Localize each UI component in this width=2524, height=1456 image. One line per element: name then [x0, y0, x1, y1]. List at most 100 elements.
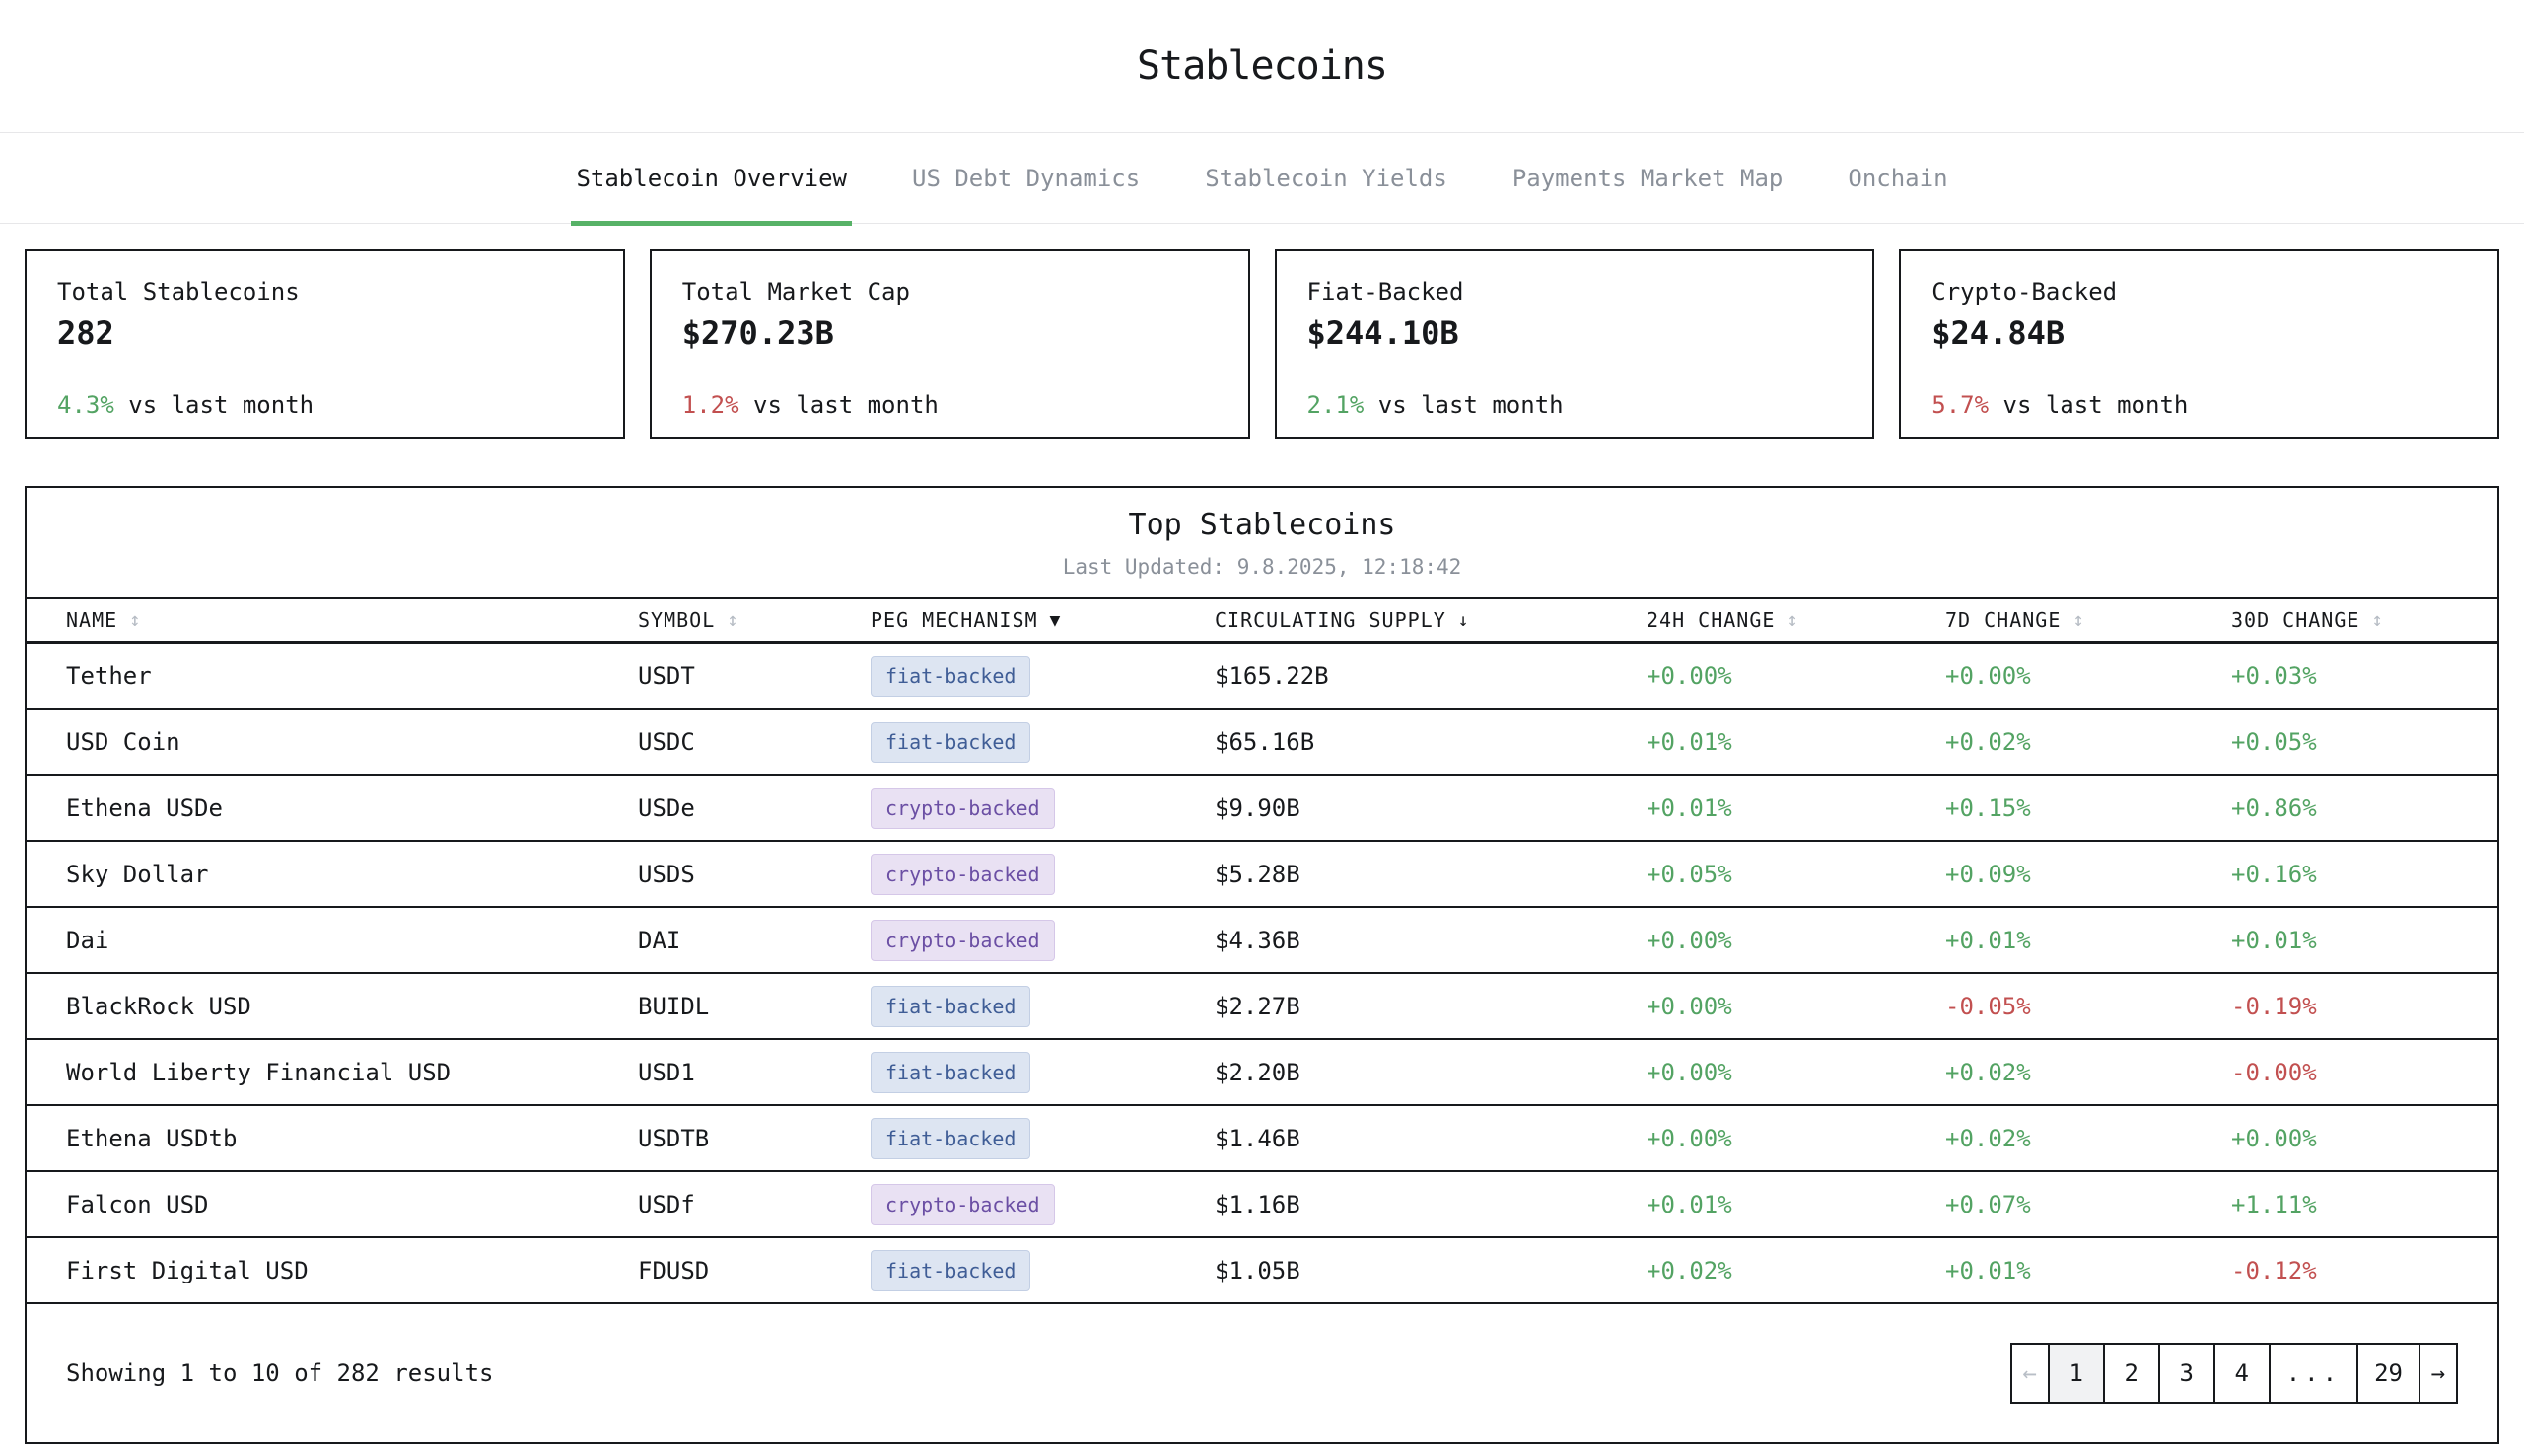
cell-30d-change: +0.01% [2231, 926, 2317, 954]
table-row: Tether USDT fiat-backed $165.22B +0.00% +0.00… [27, 644, 2497, 710]
column-label: 30D CHANGE [2231, 608, 2360, 632]
stat-change-percent: 1.2% [681, 391, 739, 419]
cell-30d-change: -0.19% [2231, 992, 2317, 1020]
cell-symbol: USDf [638, 1190, 695, 1218]
cell-name: USD Coin [66, 728, 180, 756]
cell-peg-mechanism: fiat-backed [871, 1117, 1215, 1159]
table-row: Ethena USDtb USDTB fiat-backed $1.46B +0.00%… [27, 1106, 2497, 1172]
cell-circulating-supply: $5.28B [1215, 860, 1300, 888]
cell-peg-mechanism: crypto-backed [871, 853, 1215, 895]
stat-card-total-stablecoins: Total Stablecoins 282 4.3% vs last month [25, 249, 625, 439]
stat-label: Fiat-Backed [1306, 278, 1464, 306]
page-button-3[interactable]: 3 [2157, 1343, 2215, 1404]
tab-label: US Debt Dynamics [912, 164, 1141, 192]
cell-24h-change: +0.01% [1647, 728, 1732, 756]
stat-cards: Total Stablecoins 282 4.3% vs last month To… [25, 249, 2499, 439]
table-header-row: NAME ↕ SYMBOL ↕ PEG MECHANISM ▼ CIRCULATING SU… [27, 597, 2497, 644]
page-button-29[interactable]: 29 [2356, 1343, 2420, 1404]
cell-circulating-supply: $1.05B [1215, 1256, 1300, 1284]
stat-label: Total Market Cap [681, 278, 910, 306]
column-label: PEG MECHANISM [871, 608, 1038, 632]
column-header-7d-change[interactable]: 7D CHANGE ↕ [1945, 608, 2231, 632]
cell-symbol: USDC [638, 728, 695, 756]
cell-7d-change: +0.00% [1945, 661, 2031, 690]
column-label: NAME [66, 608, 118, 632]
cell-7d-change: +0.02% [1945, 728, 2031, 756]
table-footer: Showing 1 to 10 of 282 results ← 1 2 3 4... 2… [27, 1304, 2497, 1442]
stat-change-percent: 4.3% [57, 391, 114, 419]
cell-7d-change: -0.05% [1945, 992, 2031, 1020]
page-button-4[interactable]: 4 [2212, 1343, 2271, 1404]
stat-card-total-market-cap: Total Market Cap $270.23B 1.2% vs last mon… [649, 249, 1250, 439]
cell-24h-change: +0.02% [1647, 1256, 1732, 1284]
stablecoins-table: Top Stablecoins Last Updated: 9.8.2025, … [25, 486, 2499, 1444]
stat-change: 2.1% vs last month [1307, 391, 1843, 419]
next-page-button[interactable]: → [2419, 1343, 2458, 1404]
peg-badge: fiat-backed [871, 655, 1031, 697]
stat-change-percent: 5.7% [1931, 391, 1990, 419]
cell-symbol: USDTB [638, 1124, 710, 1152]
cell-circulating-supply: $65.16B [1215, 728, 1315, 756]
tab-payments-market-map[interactable]: Payments Market Map [1480, 133, 1816, 223]
cell-peg-mechanism: crypto-backed [871, 1183, 1215, 1225]
tab-label: Stablecoin Overview [576, 164, 847, 192]
column-header-24h-change[interactable]: 24H CHANGE ↕ [1647, 608, 1945, 632]
column-header-symbol[interactable]: SYMBOL ↕ [638, 608, 871, 632]
peg-badge: crypto-backed [871, 919, 1055, 961]
stat-label: Total Stablecoins [57, 278, 300, 306]
sort-updown-icon: ↕ [1787, 609, 1799, 631]
stat-change: 1.2% vs last month [682, 391, 1218, 419]
stat-value: 282 [57, 314, 114, 352]
cell-24h-change: +0.00% [1647, 1058, 1732, 1086]
table-row: Ethena USDe USDe crypto-backed $9.90B +0.01%… [27, 776, 2497, 842]
peg-badge: fiat-backed [871, 1051, 1031, 1093]
cell-name: Tether [66, 661, 152, 690]
stat-card-crypto-backed: Crypto-Backed $24.84B 5.7% vs last month [1899, 249, 2499, 439]
stat-change-suffix: vs last month [113, 391, 315, 419]
page-button-1[interactable]: 1 [2047, 1343, 2105, 1404]
cell-24h-change: +0.05% [1647, 860, 1732, 888]
column-header-30d-change[interactable]: 30D CHANGE ↕ [2231, 608, 2497, 632]
cell-peg-mechanism: crypto-backed [871, 919, 1215, 961]
peg-badge: fiat-backed [871, 985, 1031, 1027]
peg-badge: fiat-backed [871, 721, 1031, 763]
cell-name: World Liberty Financial USD [66, 1058, 452, 1086]
tab-label: Stablecoin Yields [1205, 164, 1447, 192]
cell-7d-change: +0.07% [1945, 1190, 2031, 1218]
peg-badge: crypto-backed [871, 853, 1055, 895]
column-header-circulating-supply[interactable]: CIRCULATING SUPPLY ↓ [1215, 608, 1647, 632]
sort-desc-icon: ▼ [1049, 609, 1062, 631]
tab-stablecoin-overview[interactable]: Stablecoin Overview [543, 133, 879, 226]
cell-24h-change: +0.01% [1647, 1190, 1732, 1218]
cell-30d-change: -0.00% [2231, 1058, 2317, 1086]
cell-name: BlackRock USD [66, 992, 251, 1020]
cell-7d-change: +0.15% [1945, 794, 2031, 822]
table-body: Tether USDT fiat-backed $165.22B +0.00% +0.00… [27, 644, 2497, 1304]
page-ellipsis: ... [2268, 1343, 2359, 1404]
column-label: 7D CHANGE [1945, 608, 2062, 632]
tab-stablecoin-yields[interactable]: Stablecoin Yields [1172, 133, 1480, 223]
cell-24h-change: +0.00% [1647, 661, 1732, 690]
tab-label: Payments Market Map [1511, 164, 1784, 192]
cell-symbol: USDe [638, 794, 695, 822]
cell-name: Falcon USD [66, 1190, 209, 1218]
cell-peg-mechanism: fiat-backed [871, 1051, 1215, 1093]
cell-30d-change: +0.03% [2231, 661, 2317, 690]
cell-symbol: USDT [638, 661, 695, 690]
table-row: USD Coin USDC fiat-backed $65.16B +0.01% +0.0… [27, 710, 2497, 776]
cell-7d-change: +0.01% [1945, 926, 2031, 954]
cell-name: Dai [66, 926, 109, 954]
peg-badge: fiat-backed [871, 1117, 1031, 1159]
column-header-peg-mechanism[interactable]: PEG MECHANISM ▼ [871, 608, 1215, 632]
column-header-name[interactable]: NAME ↕ [66, 608, 638, 632]
cell-24h-change: +0.00% [1647, 926, 1732, 954]
cell-circulating-supply: $1.16B [1215, 1190, 1300, 1218]
cell-circulating-supply: $2.20B [1215, 1058, 1300, 1086]
tab-onchain[interactable]: Onchain [1815, 133, 1980, 223]
peg-badge: fiat-backed [871, 1249, 1031, 1291]
stat-card-fiat-backed: Fiat-Backed $244.10B 2.1% vs last month [1274, 249, 1875, 439]
cell-30d-change: -0.12% [2231, 1256, 2317, 1284]
tab-us-debt-dynamics[interactable]: US Debt Dynamics [879, 133, 1172, 223]
table-row: Dai DAI crypto-backed $4.36B +0.00% +0.01% +0.… [27, 908, 2497, 974]
page-button-2[interactable]: 2 [2102, 1343, 2160, 1404]
